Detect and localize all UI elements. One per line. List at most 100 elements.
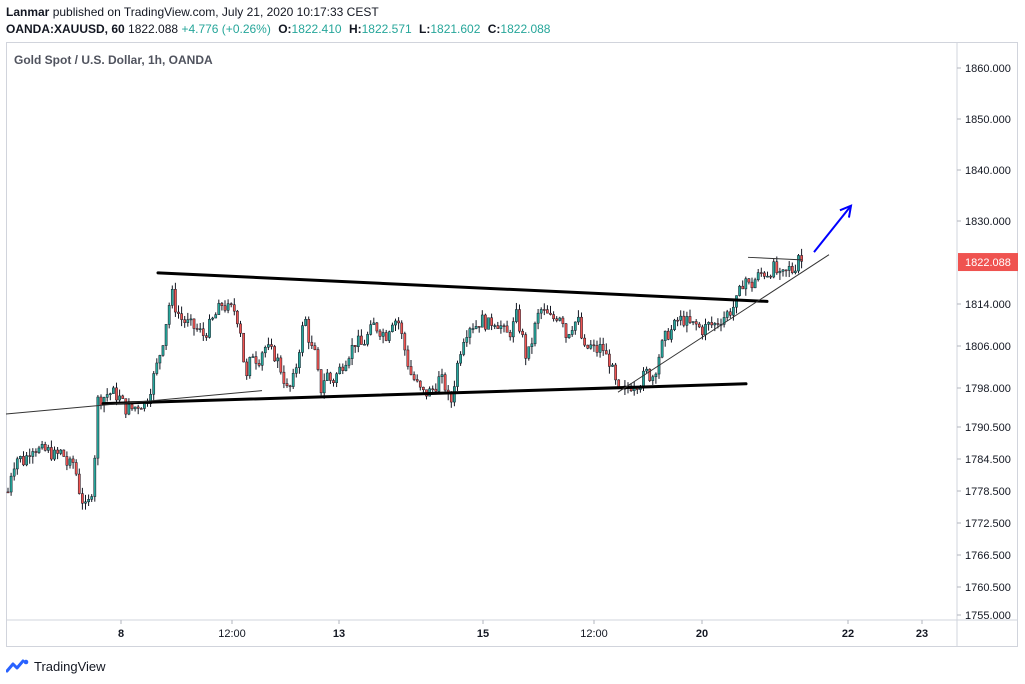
candle (189, 314, 193, 326)
candle-body (598, 343, 602, 353)
candle (108, 392, 112, 401)
candle-body (363, 343, 366, 346)
candle-body (490, 317, 493, 326)
candle (670, 324, 673, 343)
author-name[interactable]: Lanmar (6, 5, 50, 19)
candle (71, 455, 75, 469)
candle-body (608, 353, 611, 367)
chart-frame[interactable] (6, 42, 1018, 647)
candle-body (790, 266, 794, 273)
price-tick-label: 1778.500 (965, 486, 1011, 498)
candle-body (756, 272, 760, 281)
candle (65, 451, 69, 471)
candle (691, 321, 695, 326)
candle-body (552, 314, 555, 320)
candle (158, 354, 162, 370)
price-tick-label: 1772.500 (965, 518, 1011, 530)
candle-body (750, 281, 754, 289)
candle (298, 349, 301, 374)
time-tick-label: 20 (696, 628, 708, 640)
candle (567, 333, 571, 339)
candle (394, 318, 397, 332)
candle-body (267, 344, 270, 348)
candle-body (242, 332, 245, 363)
candle-body (167, 305, 171, 325)
candle (459, 351, 462, 366)
candle (291, 368, 295, 390)
candle (276, 353, 280, 369)
candle-body (56, 449, 59, 454)
candle-body (19, 456, 22, 460)
candle (301, 321, 304, 357)
candle-body (732, 306, 735, 316)
footer[interactable]: TradingView (6, 656, 106, 676)
candle-body (561, 317, 565, 325)
price-tick-label: 1766.500 (965, 550, 1011, 562)
candle (282, 365, 286, 389)
candle (372, 317, 376, 325)
candle (267, 337, 270, 351)
candle-body (546, 309, 549, 314)
candle (96, 395, 100, 466)
candle (130, 403, 134, 411)
candle (660, 339, 664, 359)
candle-body (453, 386, 456, 403)
candle-body (422, 386, 425, 390)
candle-body (201, 328, 205, 336)
candle-body (155, 362, 159, 374)
candle (515, 302, 518, 324)
candle (744, 276, 748, 296)
candle (592, 339, 596, 352)
price-tick-label: 1830.000 (965, 216, 1011, 228)
candle-body (127, 404, 131, 415)
candle (477, 326, 481, 333)
candle (316, 347, 320, 372)
candle (418, 380, 422, 391)
candle (496, 321, 500, 329)
candle (112, 385, 115, 394)
candle (422, 386, 425, 393)
candle-body (245, 361, 249, 377)
candle (375, 321, 379, 334)
candle (384, 329, 388, 342)
candle-body (115, 387, 118, 401)
price-axis[interactable]: 1860.000 1850.000 1840.000 1830.000 1814.000… (956, 42, 1011, 646)
tradingview-brand: TradingView (34, 658, 106, 674)
candle (577, 310, 580, 325)
candle (676, 317, 679, 327)
candle-body (350, 344, 354, 359)
candle (273, 344, 276, 362)
candle-body (338, 366, 342, 375)
candle-body (759, 272, 763, 274)
candle-body (744, 278, 748, 290)
candle (753, 277, 757, 289)
candle-body (174, 289, 177, 313)
candle (722, 311, 726, 328)
candle-body (183, 319, 187, 323)
candle (595, 340, 599, 357)
candle-body (105, 394, 109, 398)
candle (508, 329, 512, 341)
candle-body (387, 331, 391, 341)
candle (90, 494, 94, 502)
candle (542, 303, 546, 316)
candle (654, 372, 658, 384)
candle (781, 269, 785, 277)
candle (406, 345, 410, 370)
price-tick-label: 1840.000 (965, 165, 1011, 177)
time-axis[interactable]: 8 12:00 13 15 12:00 20 22 23 (6, 619, 1018, 640)
candle-body (412, 374, 416, 380)
candle-body (313, 345, 317, 350)
candle-body (589, 344, 593, 349)
candle-body (480, 314, 484, 328)
candle-body (505, 325, 509, 333)
candle (363, 339, 366, 346)
price-badge-box (958, 253, 1018, 272)
candle (524, 332, 528, 366)
candle-body (335, 373, 338, 383)
candle-body (415, 379, 419, 382)
candle (121, 394, 125, 399)
candle (251, 353, 255, 358)
candle-body (570, 330, 574, 335)
